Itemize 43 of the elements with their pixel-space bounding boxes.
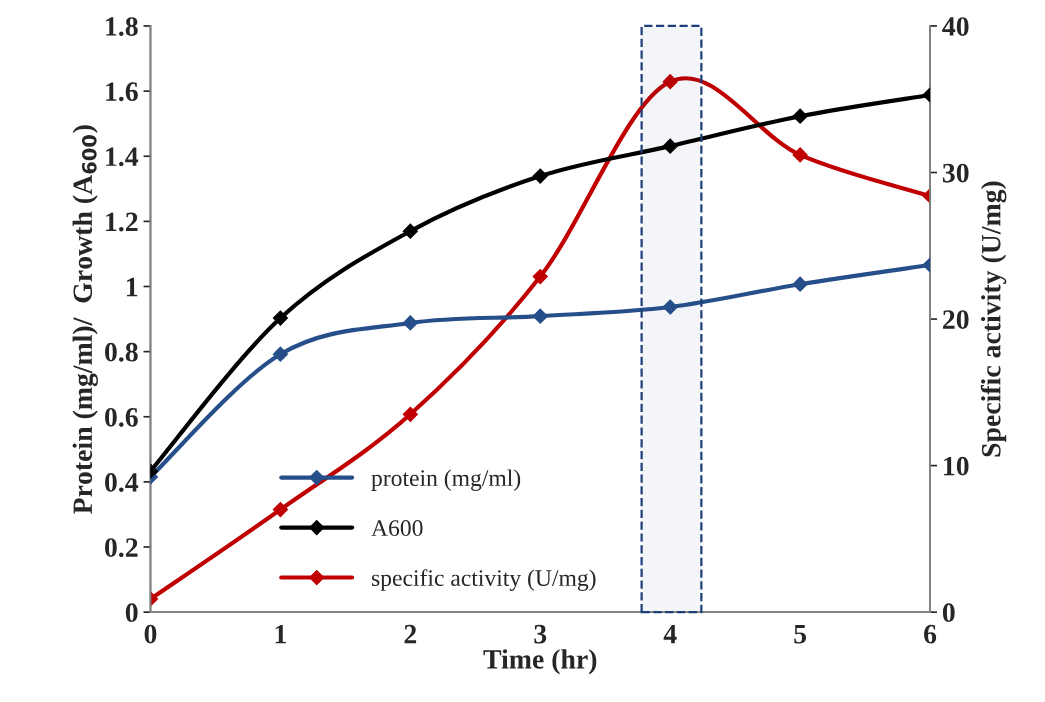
point (792, 147, 808, 163)
point (402, 223, 418, 239)
point (402, 315, 418, 331)
y2-tick-label: 10 (944, 456, 969, 476)
point (532, 168, 548, 184)
x-tick-label: 0 (144, 624, 157, 644)
x-tick-label: 6 (924, 624, 937, 644)
x-tick-label: 1 (275, 624, 286, 644)
x-tick-label: 5 (794, 625, 807, 644)
y2-tick-label: 40 (942, 17, 969, 36)
y2-axis-title: Specific activity (U/mg) (980, 181, 1007, 457)
point (662, 299, 678, 315)
point (532, 308, 548, 324)
x-tick-label: 4 (663, 624, 677, 644)
legend-label: protein (mg/ml) (371, 469, 521, 491)
y-tick-label: 0.2 (105, 538, 138, 558)
x-tick-label: 2 (404, 624, 417, 644)
y2-tick-label: 20 (943, 310, 969, 329)
point (662, 74, 678, 90)
y2-tick-label: 0 (942, 603, 955, 623)
point (402, 406, 418, 422)
y-tick-label: 1.2 (106, 212, 138, 232)
legend-label: A600 (371, 520, 423, 537)
point (792, 276, 808, 292)
y-tick-label: 1.4 (106, 147, 139, 167)
y-tick-label: 1 (127, 277, 138, 297)
y-tick-label: 0.4 (105, 473, 139, 492)
x-axis-title: Time (hr) (483, 649, 597, 675)
legend-label: specific activity (U/mg) (371, 569, 596, 591)
point (792, 108, 808, 124)
point (272, 501, 288, 518)
y2-tick-label: 30 (942, 163, 969, 183)
y-tick-label: 1.8 (106, 17, 138, 37)
x-tick-label: 3 (534, 624, 547, 644)
y-tick-label: 0.8 (105, 342, 138, 362)
point (662, 138, 678, 154)
y-tick-label: 0 (125, 603, 138, 623)
point (272, 346, 288, 362)
point (532, 268, 548, 285)
y-tick-label: 0.6 (105, 407, 138, 427)
point (272, 310, 288, 326)
y-axis-title: Protein (mg/ml)/ Growth (A$_{600}$) (72, 125, 98, 514)
y-tick-label: 1.6 (106, 82, 138, 102)
